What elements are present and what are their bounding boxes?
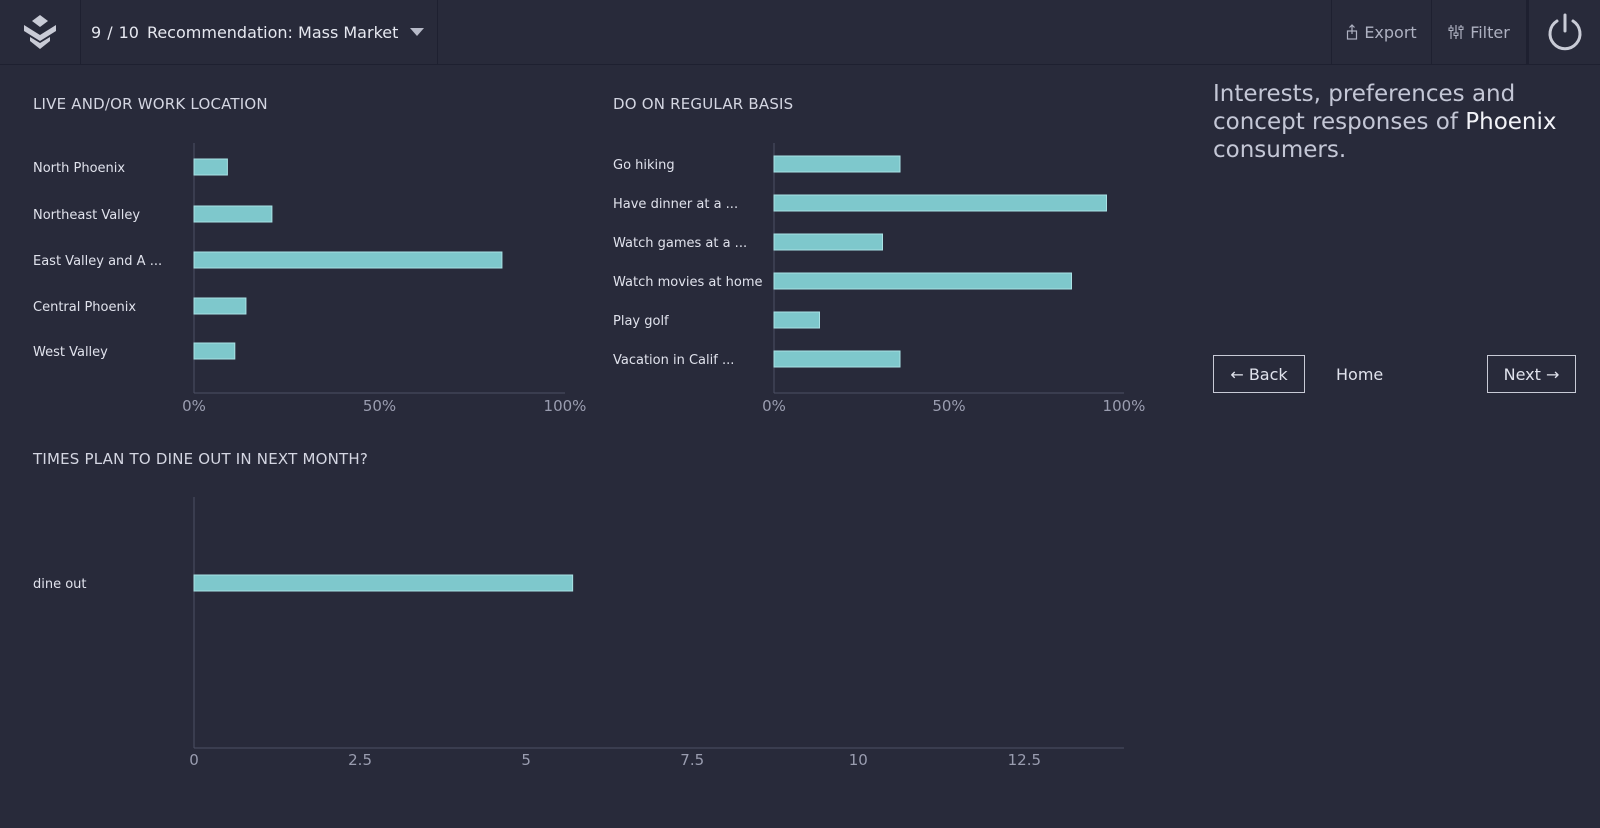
- bar: [193, 251, 503, 269]
- bar: [773, 311, 820, 329]
- next-button[interactable]: Next →: [1487, 355, 1576, 393]
- bar: [773, 155, 901, 173]
- bar: [773, 233, 883, 251]
- bar: [773, 272, 1072, 290]
- caret-down-icon: [410, 28, 425, 36]
- export-button[interactable]: Export: [1331, 0, 1431, 64]
- power-button[interactable]: [1526, 0, 1600, 64]
- page-separator: /: [107, 22, 113, 42]
- page-total: 10: [118, 22, 139, 42]
- category-label: West Valley: [33, 345, 108, 360]
- lantern-logo-icon: [24, 15, 56, 49]
- filter-button[interactable]: Filter: [1431, 0, 1526, 64]
- slide-selector[interactable]: 9 / 10 Recommendation: Mass Market: [81, 0, 438, 64]
- bar: [193, 342, 236, 360]
- bar: [193, 574, 574, 592]
- summary-heading-suffix: consumers.: [1213, 137, 1347, 163]
- tick-label: 100%: [544, 397, 587, 415]
- export-icon: [1347, 24, 1358, 40]
- tick-label: 0: [189, 751, 199, 769]
- category-label: Watch games at a ...: [613, 236, 747, 251]
- category-label: Central Phoenix: [33, 300, 136, 315]
- power-icon: [1548, 13, 1581, 51]
- export-label: Export: [1364, 22, 1417, 42]
- category-label: East Valley and A ...: [33, 254, 162, 269]
- bar: [773, 350, 901, 368]
- slide-title: Recommendation: Mass Market: [146, 22, 399, 42]
- back-button[interactable]: ← Back: [1213, 355, 1305, 393]
- tick-label: 10: [849, 751, 868, 769]
- category-label: Vacation in Calif ...: [613, 353, 734, 368]
- tick-label: 100%: [1103, 397, 1146, 415]
- tick-label: 5: [521, 751, 531, 769]
- app-logo[interactable]: [0, 0, 81, 64]
- chart-title-dine-out: TIMES PLAN TO DINE OUT IN NEXT MONTH?: [33, 450, 369, 468]
- category-label: dine out: [33, 577, 87, 592]
- tick-label: 0%: [762, 397, 786, 415]
- bar: [193, 205, 273, 223]
- bar: [773, 194, 1107, 212]
- category-label: Northeast Valley: [33, 208, 140, 223]
- filter-label: Filter: [1470, 22, 1510, 42]
- tick-label: 2.5: [348, 751, 372, 769]
- bar: [193, 158, 228, 176]
- summary-heading-city: Phoenix: [1465, 109, 1557, 135]
- filter-sliders-icon: [1448, 25, 1464, 39]
- chart-title-activities: DO ON REGULAR BASIS: [613, 95, 794, 113]
- page-current: 9: [91, 22, 102, 42]
- tick-label: 50%: [363, 397, 396, 415]
- home-link[interactable]: Home: [1336, 364, 1384, 384]
- tick-label: 50%: [932, 397, 965, 415]
- category-label: Go hiking: [613, 158, 675, 173]
- charts-canvas: North Phoenix Northeast Valley East Valley…: [33, 143, 1146, 769]
- summary-heading-prefix: Interests, preferences and concept respo…: [1213, 81, 1516, 135]
- category-label: Have dinner at a ...: [613, 197, 738, 212]
- category-label: North Phoenix: [33, 161, 125, 176]
- category-label: Watch movies at home: [613, 275, 762, 290]
- tick-label: 0%: [182, 397, 206, 415]
- tick-label: 12.5: [1008, 751, 1041, 769]
- bar: [193, 297, 247, 315]
- summary-heading: Interests, preferences and concept respo…: [1213, 80, 1583, 164]
- top-bar: 9 / 10 Recommendation: Mass Market Expor…: [0, 0, 1600, 65]
- tick-label: 7.5: [680, 751, 704, 769]
- category-label: Play golf: [613, 314, 669, 329]
- chart-title-location: LIVE AND/OR WORK LOCATION: [33, 95, 268, 113]
